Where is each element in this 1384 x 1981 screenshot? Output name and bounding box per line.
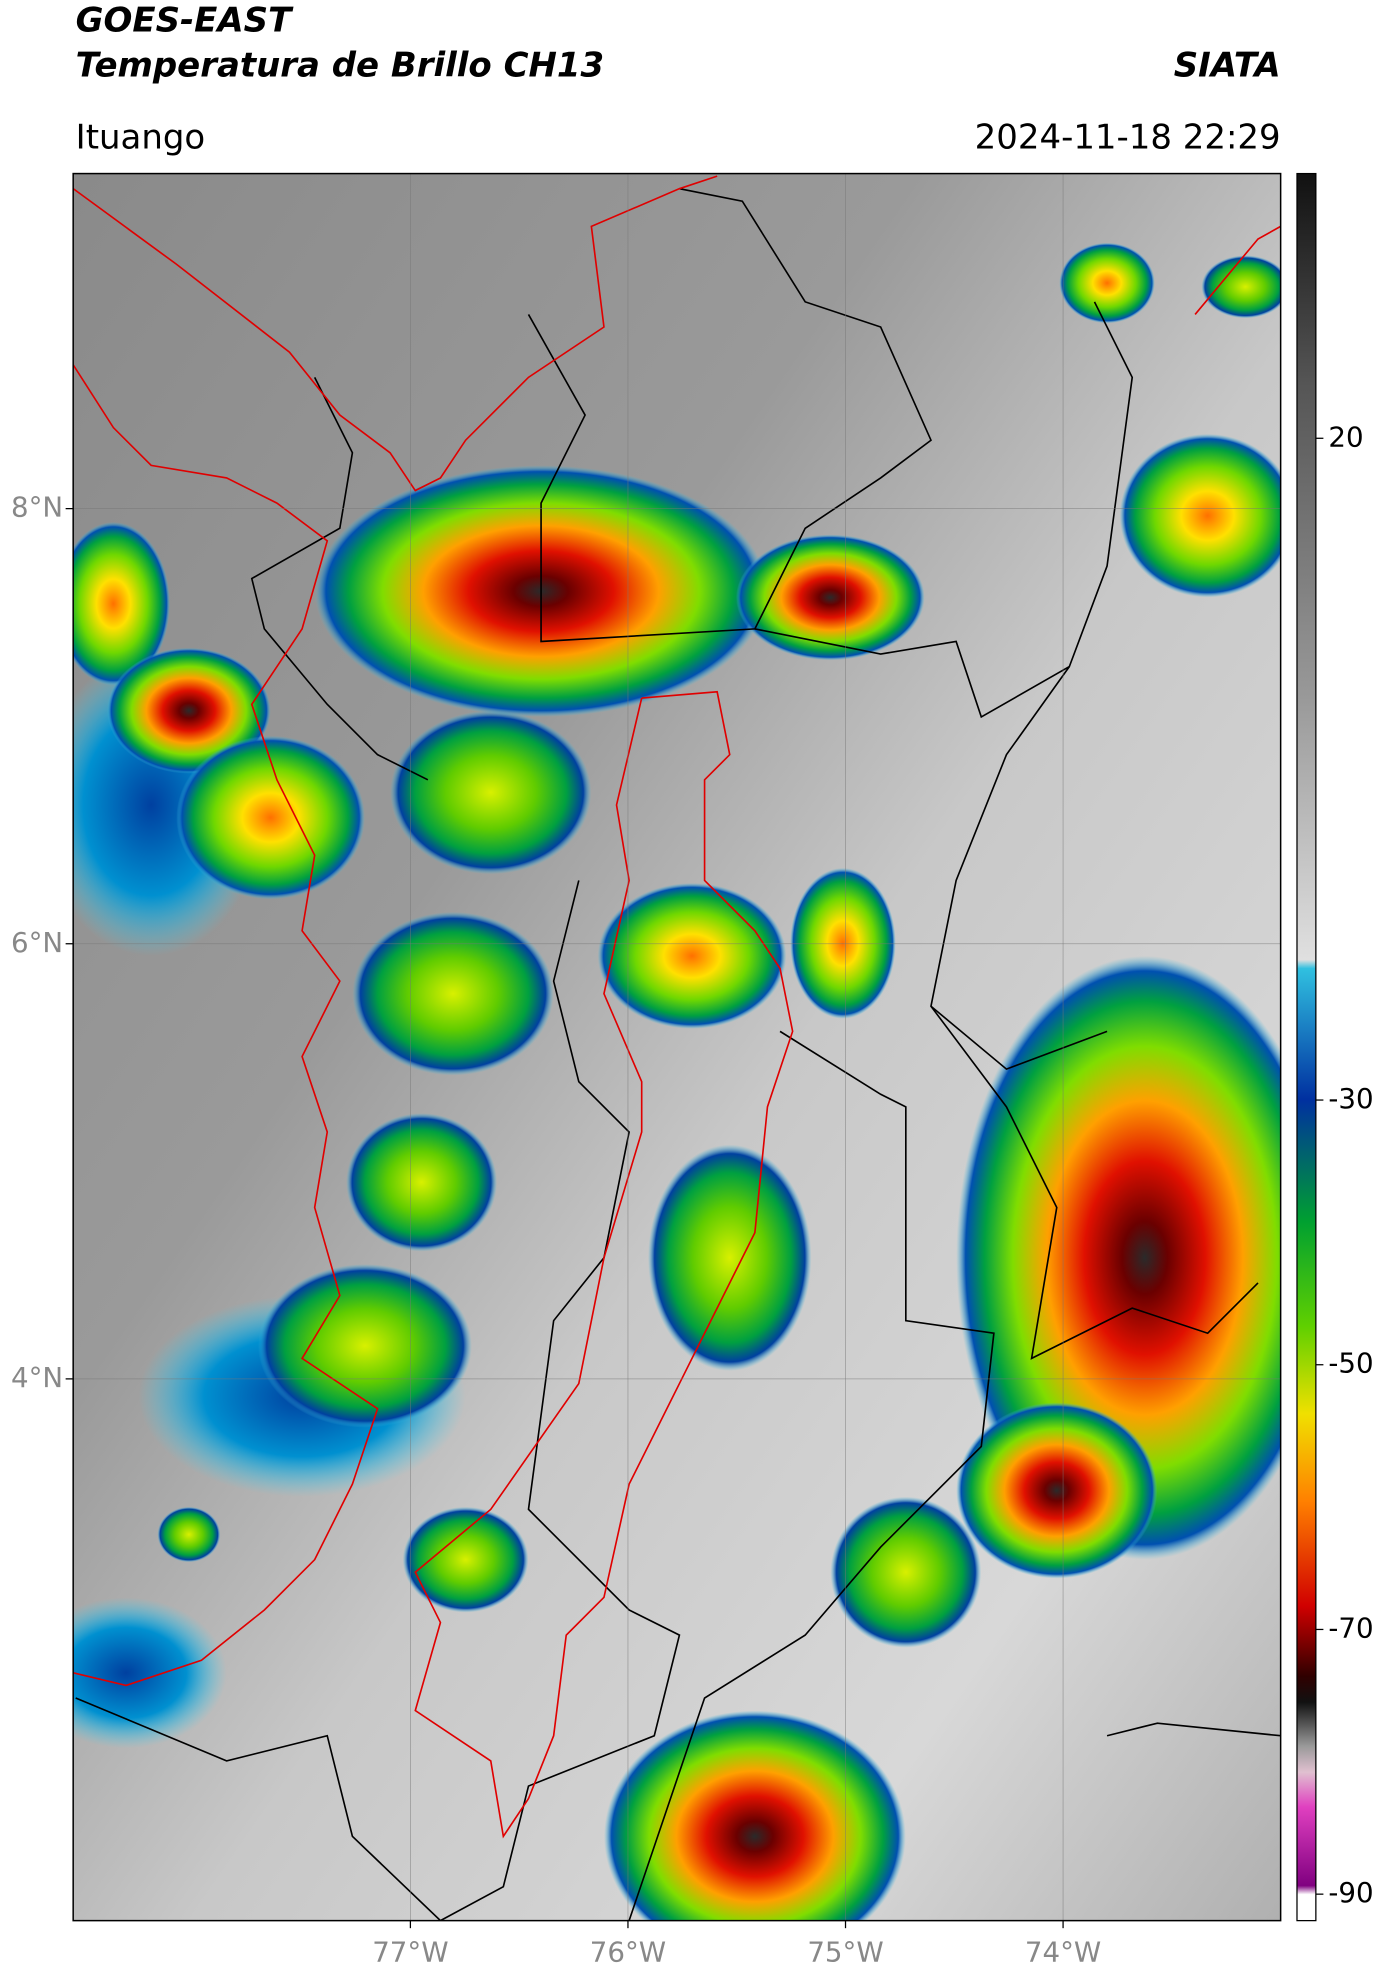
graticule bbox=[73, 173, 1281, 1921]
x-tick-label: 76°W bbox=[590, 1935, 666, 1968]
colorbar-tick-label: -30 bbox=[1328, 1082, 1373, 1115]
x-tick-label: 77°W bbox=[372, 1935, 448, 1968]
map-image bbox=[73, 173, 1281, 1921]
colorbar-tick-label: -50 bbox=[1328, 1347, 1373, 1380]
colorbar-tick-label: -90 bbox=[1328, 1876, 1373, 1909]
location: Ituango bbox=[76, 117, 206, 157]
coastline-and-study-area bbox=[73, 175, 1281, 1839]
satellite-title: GOES-EAST bbox=[76, 0, 294, 40]
colorbar-tick-label: -70 bbox=[1328, 1611, 1373, 1644]
map-frame bbox=[72, 172, 1282, 1922]
ticks: 77°W 76°W 75°W 74°W 8°N 6°N 4°N 20 -30 -50 -70 -90 bbox=[11, 420, 1374, 1968]
agency: SIATA bbox=[1174, 46, 1281, 86]
admin-borders bbox=[75, 187, 1281, 1921]
y-tick-label: 6°N bbox=[11, 926, 63, 959]
datetime: 2024-11-18 22:29 bbox=[975, 117, 1281, 157]
colorbar bbox=[1296, 172, 1317, 1922]
colorbar-tick-label: 20 bbox=[1328, 420, 1363, 453]
x-tick-label: 75°W bbox=[807, 1935, 883, 1968]
y-tick-label: 4°N bbox=[11, 1361, 63, 1394]
cloud-tops bbox=[73, 242, 1281, 1921]
x-tick-label: 74°W bbox=[1025, 1935, 1101, 1968]
y-tick-label: 8°N bbox=[11, 491, 63, 524]
product-title: Temperatura de Brillo CH13 bbox=[76, 46, 604, 86]
